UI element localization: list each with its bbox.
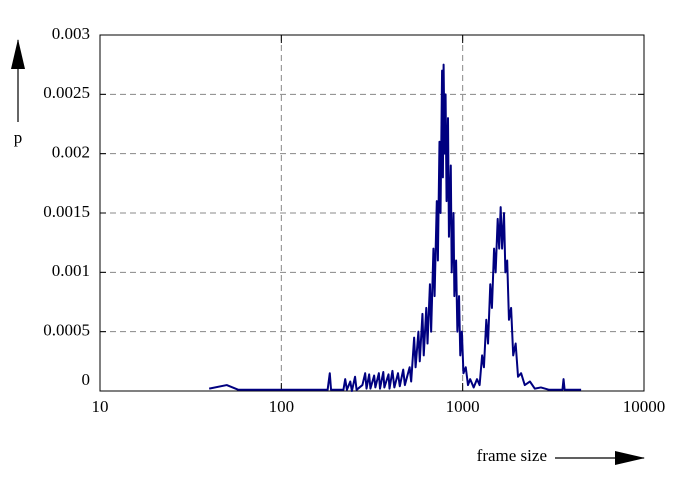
data-line — [208, 63, 582, 392]
y-tick-label: 0.003 — [52, 24, 90, 43]
x-tick-label: 10 — [92, 397, 109, 416]
y-axis-label: p — [14, 128, 23, 147]
y-tick-label: 0.0025 — [43, 83, 90, 102]
x-axis-label: frame size — [477, 446, 547, 465]
y-tick-label: 0.0015 — [43, 202, 90, 221]
y-tick-label: 0 — [82, 370, 91, 389]
plot-area: 0 0.0005 0.001 0.0015 0.002 0.0025 0.003 10 100 1… — [43, 24, 665, 416]
x-tick-label: 10000 — [623, 397, 666, 416]
y-tick-label: 0.0005 — [43, 321, 90, 340]
y-tick-label: 0.002 — [52, 143, 90, 162]
x-tick-label: 1000 — [446, 397, 480, 416]
x-tick-label: 100 — [269, 397, 295, 416]
plot-frame — [99, 34, 645, 392]
y-tick-label: 0.001 — [52, 261, 90, 280]
